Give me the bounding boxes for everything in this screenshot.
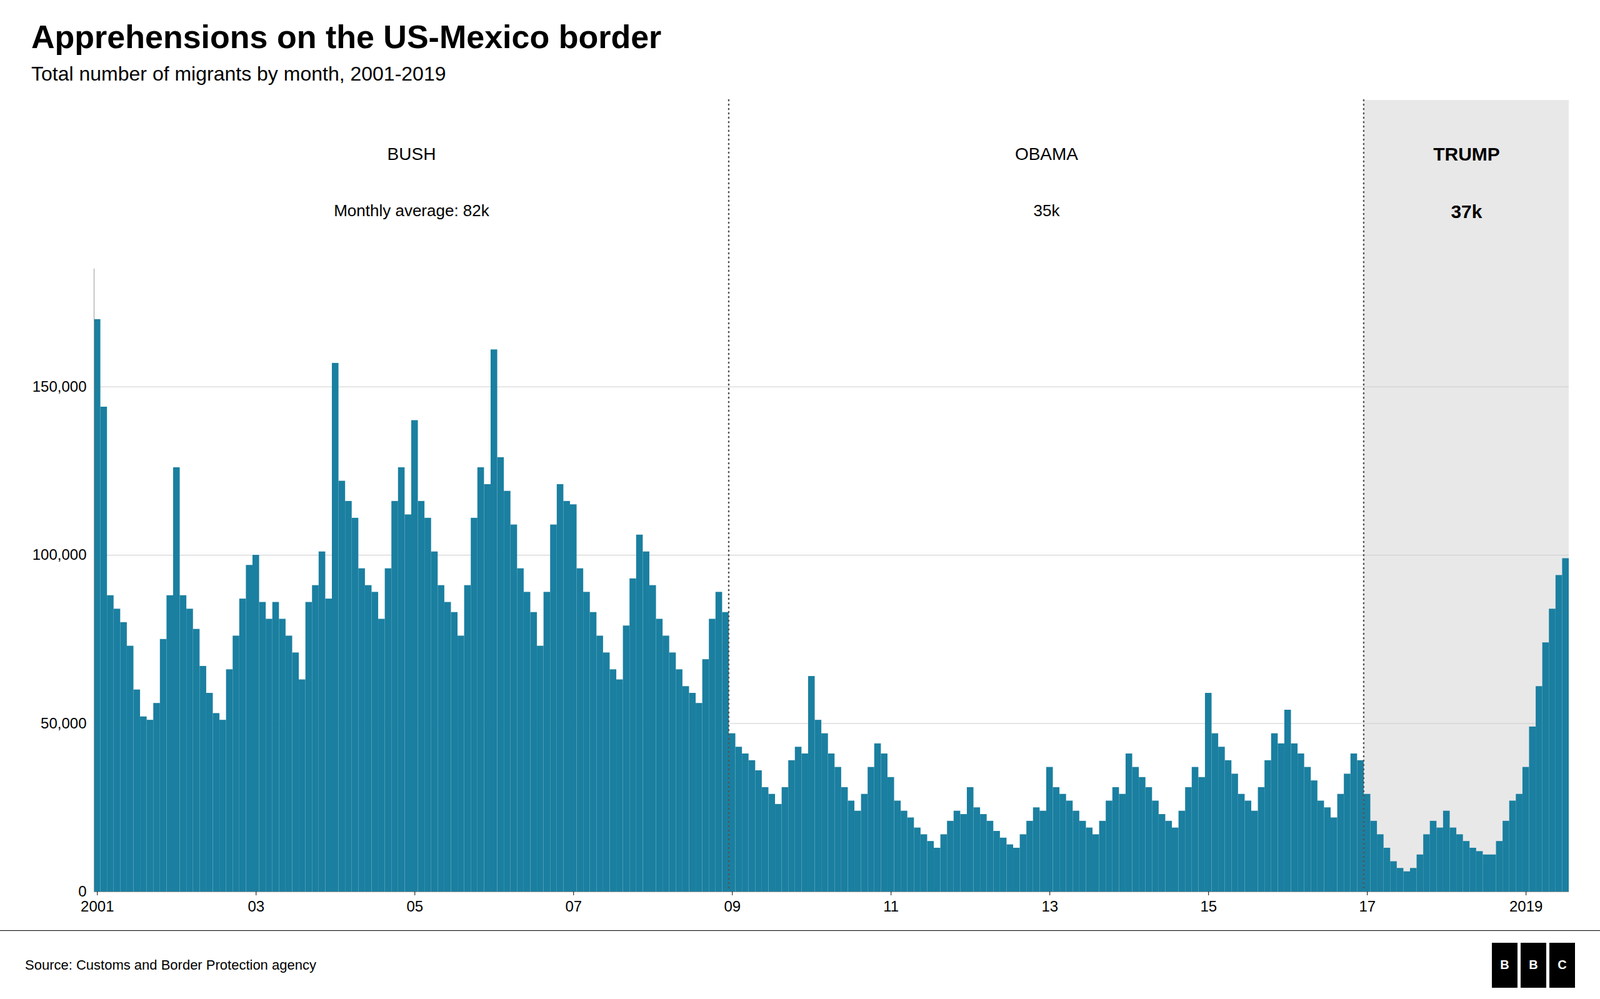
svg-text:15: 15 [1200, 898, 1217, 915]
html-text:B: B [1500, 958, 1510, 972]
svg-text:100,000: 100,000 [32, 546, 87, 564]
svg-text:BUSH: BUSH [387, 144, 437, 164]
svg-text:Monthly average: 82k: Monthly average: 82k [333, 201, 490, 220]
svg-text:35k: 35k [1033, 201, 1060, 220]
svg-text:150,000: 150,000 [32, 378, 87, 395]
svg-text:2001: 2001 [80, 898, 114, 915]
svg-text:07: 07 [565, 898, 582, 915]
html-text:Source: Customs and Border Pro: Source: Customs and Border Protection ag… [25, 957, 317, 973]
html-text:B: B [1528, 958, 1538, 972]
html-text:Total number of migrants by mo: Total number of migrants by month, 2001-… [31, 62, 446, 85]
svg-text:09: 09 [723, 898, 741, 915]
svg-text:50,000: 50,000 [40, 715, 87, 732]
svg-text:OBAMA: OBAMA [1015, 144, 1079, 164]
svg-text:11: 11 [883, 898, 899, 915]
svg-text:0: 0 [78, 883, 87, 901]
html-text:C: C [1557, 958, 1567, 972]
html-text:Apprehensions on the US-Mexico: Apprehensions on the US-Mexico border [31, 18, 662, 55]
svg-text:TRUMP: TRUMP [1433, 143, 1500, 165]
svg-text:2019: 2019 [1509, 898, 1543, 915]
svg-text:17: 17 [1358, 898, 1376, 915]
svg-text:03: 03 [247, 898, 265, 915]
svg-text:37k: 37k [1450, 201, 1482, 222]
svg-text:13: 13 [1041, 898, 1059, 915]
svg-text:05: 05 [406, 898, 424, 915]
